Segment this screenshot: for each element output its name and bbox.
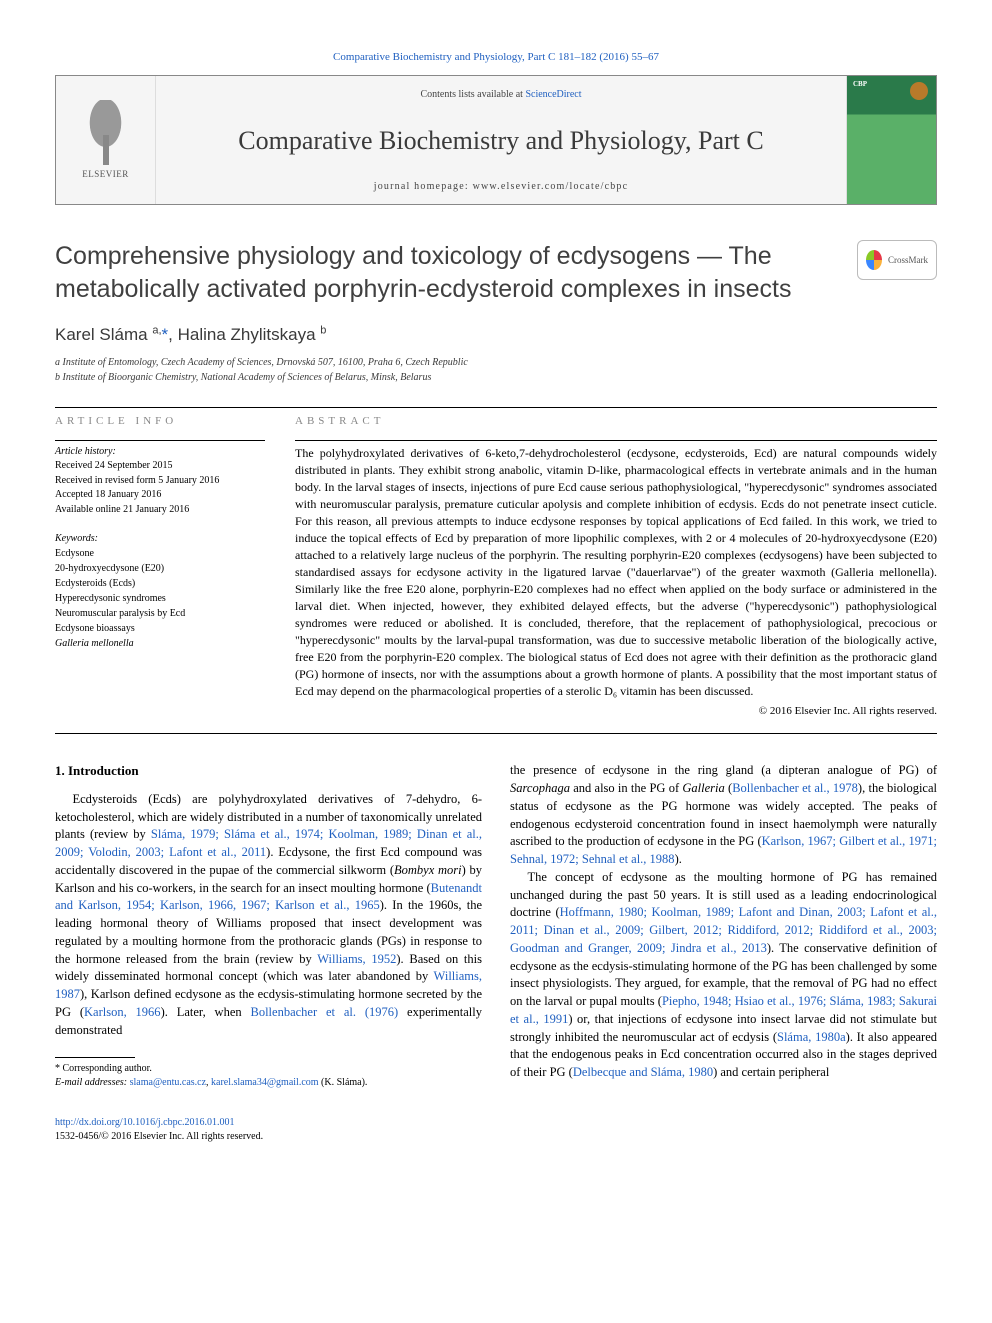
rule-top [55,407,937,408]
keywords-block: Keywords: Ecdysone20-hydroxyecdysone (E2… [55,531,265,651]
homepage-label: journal homepage: [374,181,473,192]
crossmark-badge[interactable]: CrossMark [857,240,937,280]
journal-name: Comparative Biochemistry and Physiology,… [238,123,763,159]
keyword: Galleria mellonella [55,636,265,651]
keyword: Hyperecdysonic syndromes [55,591,265,606]
keyword: 20-hydroxyecdysone (E20) [55,561,265,576]
doi-link[interactable]: http://dx.doi.org/10.1016/j.cbpc.2016.01… [55,1117,235,1128]
info-rule [55,440,265,441]
history-online: Available online 21 January 2016 [55,503,265,518]
elsevier-tree-icon [78,100,133,165]
section-heading-1: 1. Introduction [55,762,482,780]
publisher-name: ELSEVIER [82,168,129,181]
authors-line: Karel Sláma a,*, Halina Zhylitskaya b [55,323,937,347]
article-info-column: article info Article history: Received 2… [55,414,265,719]
history-label: Article history: [55,445,265,460]
doi-block: http://dx.doi.org/10.1016/j.cbpc.2016.01… [55,1116,937,1144]
journal-homepage-line: journal homepage: www.elsevier.com/locat… [374,180,629,194]
article-title: Comprehensive physiology and toxicology … [55,240,815,305]
abstract-head: abstract [295,414,937,429]
ref-link[interactable]: Bollenbacher et al. (1976) [250,1005,398,1019]
ref-link[interactable]: Sláma, 1980a [777,1030,846,1044]
journal-header: ELSEVIER Contents lists available at Sci… [55,75,937,205]
abstract-column: abstract The polyhydroxylated derivative… [295,414,937,719]
abstract-copyright: © 2016 Elsevier Inc. All rights reserved… [295,704,937,719]
abstract-text: The polyhydroxylated derivatives of 6-ke… [295,445,937,700]
sciencedirect-link[interactable]: ScienceDirect [525,89,581,100]
journal-cover-thumb: CBP [846,76,936,204]
affiliations: a Institute of Entomology, Czech Academy… [55,355,937,385]
article-info-head: article info [55,414,265,429]
corresponding-footnote: * Corresponding author. E-mail addresses… [55,1062,482,1090]
crossmark-icon [866,250,882,270]
body-para-3: The concept of ecdysone as the moulting … [510,869,937,1082]
crossmark-label: CrossMark [888,254,928,267]
publisher-logo: ELSEVIER [56,76,156,204]
running-head-citation[interactable]: Comparative Biochemistry and Physiology,… [55,50,937,65]
keyword: Ecdysteroids (Ecds) [55,576,265,591]
cover-label: CBP [853,80,867,90]
history-accepted: Accepted 18 January 2016 [55,488,265,503]
email-link-2[interactable]: karel.slama34@gmail.com [211,1077,319,1088]
ref-link[interactable]: Karlson, 1966 [84,1005,161,1019]
ref-link[interactable]: Williams, 1952 [317,952,396,966]
body-para-1: Ecdysteroids (Ecds) are polyhydroxylated… [55,791,482,1040]
email-link-1[interactable]: slama@entu.cas.cz [130,1077,206,1088]
abstract-rule [295,440,937,441]
contents-text: Contents lists available at [420,89,525,100]
email-label: E-mail addresses: [55,1077,130,1088]
article-history: Article history: Received 24 September 2… [55,445,265,518]
rule-bottom [55,733,937,734]
history-received: Received 24 September 2015 [55,459,265,474]
header-center: Contents lists available at ScienceDirec… [156,76,846,204]
keywords-label: Keywords: [55,531,265,546]
affiliation-b: b Institute of Bioorganic Chemistry, Nat… [55,370,937,385]
history-revised: Received in revised form 5 January 2016 [55,474,265,489]
keyword: Ecdysone [55,546,265,561]
corresponding-label: * Corresponding author. [55,1062,482,1076]
keywords-list: Ecdysone20-hydroxyecdysone (E20)Ecdyster… [55,546,265,651]
keyword: Neuromuscular paralysis by Ecd [55,606,265,621]
keyword: Ecdysone bioassays [55,621,265,636]
body-columns: 1. Introduction Ecdysteroids (Ecds) are … [55,762,937,1090]
contents-lists-line: Contents lists available at ScienceDirec… [420,88,581,102]
footnote-separator [55,1057,135,1058]
affiliation-a: a Institute of Entomology, Czech Academy… [55,355,937,370]
ref-link[interactable]: Delbecque and Sláma, 1980 [573,1065,713,1079]
issn-copyright: 1532-0456/© 2016 Elsevier Inc. All right… [55,1130,937,1144]
homepage-url[interactable]: www.elsevier.com/locate/cbpc [473,181,629,192]
ref-link[interactable]: Bollenbacher et al., 1978 [732,781,858,795]
body-para-2: the presence of ecdysone in the ring gla… [510,762,937,869]
